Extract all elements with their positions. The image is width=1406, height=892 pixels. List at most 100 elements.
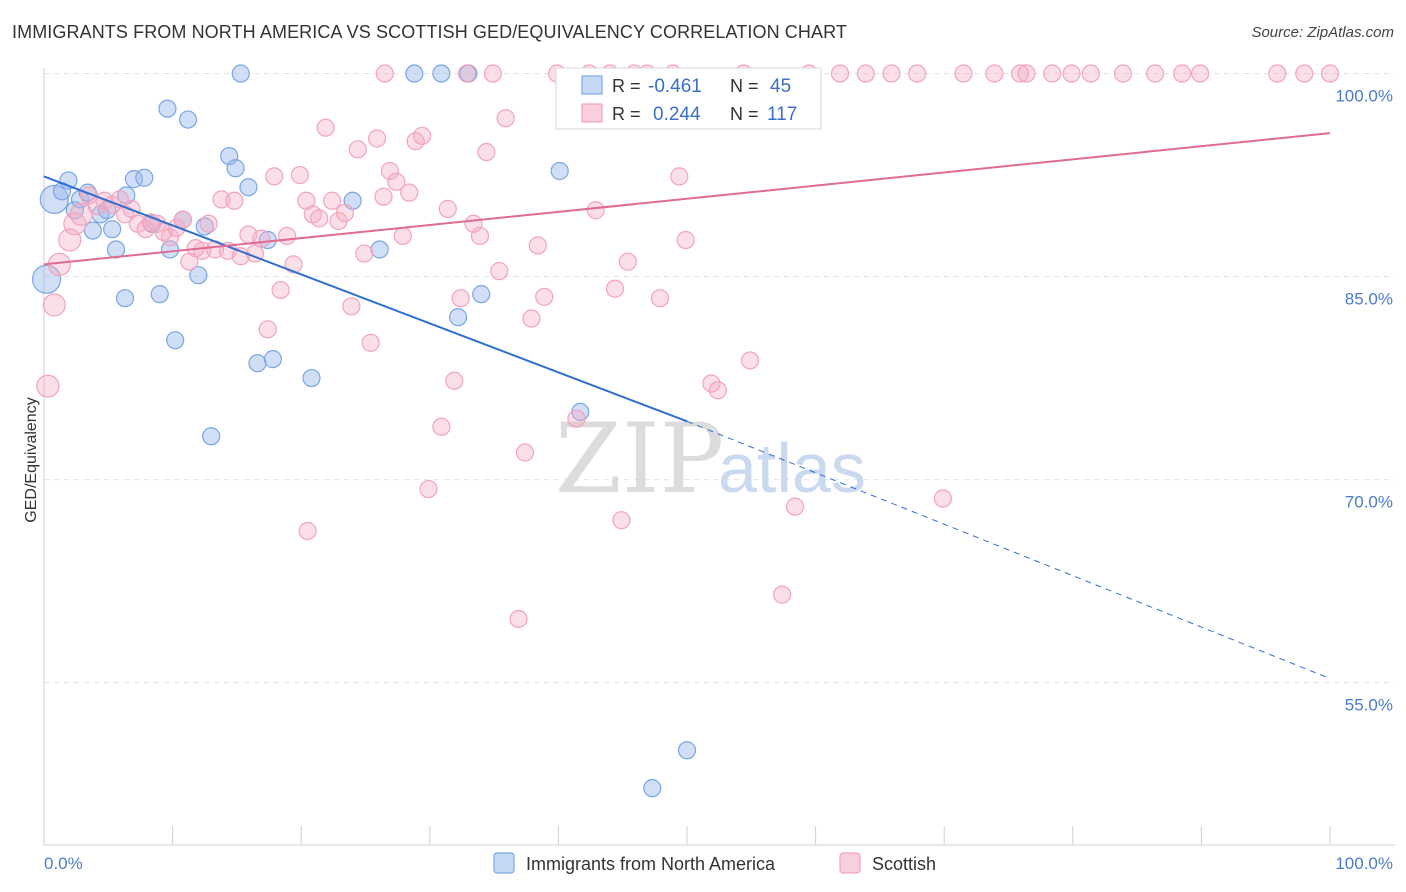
- immigrants-point-12: [115, 289, 135, 308]
- immigrants-point-33: [302, 368, 321, 388]
- legend-box: R = -0.461 N = 45 R = 0.244 N = 117: [555, 67, 822, 130]
- scottish-point-104: [1081, 64, 1100, 83]
- scottish-point-59: [432, 417, 451, 436]
- legend-n-label-1: N =: [730, 76, 759, 96]
- trend-lines: [43, 132, 1331, 679]
- immigrants-point-37: [432, 64, 451, 83]
- scottish-point-98: [933, 489, 953, 508]
- scottish-point-0: [36, 374, 60, 398]
- bottom-legend-label-immigrants: Immigrants from North America: [526, 854, 776, 874]
- immigrants-point-23: [189, 266, 208, 285]
- immigrants-point-29: [239, 178, 258, 197]
- scottish-point-46: [342, 297, 361, 316]
- scottish-point-52: [380, 161, 400, 181]
- scottish-point-86: [670, 167, 689, 186]
- x-tick-labels: 0.0% 100.0%: [44, 854, 1393, 873]
- bottom-legend-swatch-pink: [839, 852, 861, 874]
- scottish-point-57: [412, 126, 432, 145]
- immigrants-point-28: [231, 64, 250, 83]
- immigrants-point-22: [178, 110, 198, 129]
- y-tick-labels: 100.0% 85.0% 70.0% 55.0%: [1335, 87, 1393, 715]
- scottish-point-5: [69, 202, 93, 226]
- scottish-point-47: [348, 140, 367, 159]
- scottish-point-79: [605, 279, 625, 298]
- immigrants-point-44: [677, 741, 697, 760]
- scottish-point-48: [355, 244, 374, 263]
- scottish-point-1: [42, 293, 66, 317]
- scottish-point-105: [1113, 64, 1133, 83]
- legend-n-value-2: 117: [767, 104, 797, 125]
- immigrants-point-15: [135, 168, 154, 187]
- scottish-point-108: [1268, 64, 1287, 83]
- scottish-point-41: [310, 209, 329, 228]
- scottish-point-53: [387, 172, 406, 191]
- scottish-point-63: [457, 64, 477, 83]
- legend-r-label-1: R =: [612, 76, 641, 96]
- scottish-point-91: [740, 351, 760, 370]
- scottish-point-42: [316, 118, 335, 137]
- scottish-point-92: [773, 585, 792, 604]
- scottish-point-28: [225, 191, 244, 210]
- watermark-zip: ZIP: [555, 403, 724, 515]
- scottish-point-36: [277, 226, 297, 246]
- scottish-point-81: [618, 252, 637, 271]
- scottish-point-66: [477, 142, 496, 162]
- scottish-point-99: [985, 64, 1004, 83]
- scottish-point-89: [708, 381, 727, 400]
- legend-swatch-blue: [581, 75, 603, 95]
- source-label: Source: ZipAtlas.com: [1251, 24, 1394, 41]
- scottish-point-76: [567, 409, 586, 428]
- scottish-point-18: [160, 228, 180, 247]
- immigrants-point-38: [448, 308, 468, 327]
- scottish-point-109: [1320, 64, 1340, 83]
- legend-r-value-1: -0.461: [648, 76, 702, 97]
- scottish-point-78: [586, 201, 605, 220]
- immigrants-trend-extension: [686, 420, 1331, 679]
- scottish-point-102: [1043, 64, 1062, 83]
- x-tick-label-0: 0.0%: [44, 854, 83, 873]
- scottish-point-103: [1062, 64, 1081, 83]
- legend-n-value-1: 45: [770, 76, 791, 97]
- scottish-point-116: [1295, 64, 1314, 83]
- scottish-point-101: [1017, 64, 1036, 83]
- scottish-point-72: [522, 309, 541, 328]
- scottish-trend-line: [43, 132, 1331, 266]
- scottish-point-43: [322, 191, 342, 210]
- immigrants-point-1: [39, 184, 69, 215]
- immigrants-point-20: [166, 331, 185, 350]
- scottish-point-74: [535, 287, 554, 306]
- immigrants-point-41: [550, 161, 569, 181]
- scottish-point-55: [400, 183, 419, 202]
- bottom-legend: Immigrants from North America Scottish: [493, 852, 936, 874]
- scottish-point-115: [1173, 64, 1192, 83]
- immigrants-point-17: [150, 285, 169, 304]
- scottish-point-110: [298, 521, 317, 541]
- immigrants-point-0: [31, 264, 62, 294]
- scottish-point-61: [445, 371, 464, 390]
- scottish-point-80: [612, 511, 631, 530]
- immigrants-point-36: [405, 64, 424, 83]
- legend-n-label-2: N =: [730, 104, 759, 124]
- series-immigrants-points: [31, 64, 697, 798]
- scottish-point-45: [335, 203, 355, 223]
- immigrants-point-35: [370, 240, 389, 259]
- scottish-point-70: [509, 609, 528, 629]
- y-tick-label-2: 70.0%: [1345, 493, 1393, 512]
- legend-swatch-pink: [581, 103, 603, 123]
- legend-r-label-2: R =: [612, 104, 641, 124]
- scottish-point-35: [271, 280, 290, 300]
- scottish-point-73: [528, 236, 547, 255]
- scottish-point-33: [258, 320, 277, 339]
- scottish-point-51: [374, 187, 393, 206]
- scottish-point-93: [785, 497, 805, 516]
- scottish-point-96: [882, 64, 901, 83]
- scottish-point-24: [199, 214, 218, 233]
- scottish-point-106: [1146, 64, 1165, 83]
- scottish-point-88: [702, 374, 721, 393]
- immigrants-point-32: [263, 350, 283, 369]
- axes: [43, 68, 1395, 846]
- scottish-point-34: [265, 167, 284, 186]
- scottish-point-87: [676, 230, 695, 250]
- scottish-point-50: [367, 129, 387, 148]
